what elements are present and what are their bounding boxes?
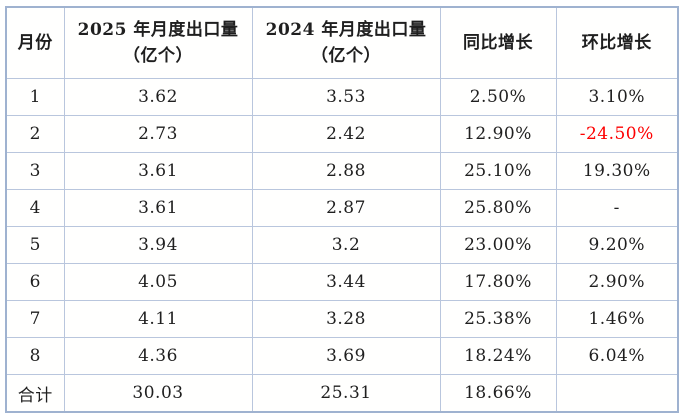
header-2024-label: 2024 年月度出口量 [265, 19, 427, 40]
monthly-export-table: 月份 2025 年月度出口量 （亿个） 2024 年月度出口量 （亿个） 同比增… [5, 6, 679, 413]
cell-2025-volume: 4.05 [63, 263, 253, 301]
header-2025-unit: （亿个） [123, 46, 193, 66]
table-row: 7 4.11 3.28 25.38% 1.46% [5, 300, 679, 338]
table-row: 8 4.36 3.69 18.24% 6.04% [5, 337, 679, 375]
cell-month: 8 [5, 337, 65, 375]
cell-2024-volume: 3.69 [251, 337, 441, 375]
cell-yoy-growth: 17.80% [439, 263, 557, 301]
cell-month: 7 [5, 300, 65, 338]
cell-2024-volume: 2.87 [251, 189, 441, 227]
table-row: 1 3.62 3.53 2.50% 3.10% [5, 78, 679, 116]
cell-2025-volume: 3.94 [63, 226, 253, 264]
cell-mom-growth: 19.30% [555, 152, 679, 190]
table-row: 2 2.73 2.42 12.90% -24.50% [5, 115, 679, 153]
table-row: 3 3.61 2.88 25.10% 19.30% [5, 152, 679, 190]
header-2024-unit: （亿个） [311, 46, 381, 66]
cell-2024-volume: 2.42 [251, 115, 441, 153]
total-row: 合计 30.03 25.31 18.66% [5, 374, 679, 413]
header-month-label: 月份 [17, 32, 53, 53]
cell-mom-growth: -24.50% [555, 115, 679, 153]
cell-2024-volume: 2.88 [251, 152, 441, 190]
cell-mom-growth: 6.04% [555, 337, 679, 375]
cell-2025-volume: 3.62 [63, 78, 253, 116]
header-mom-label: 环比增长 [581, 32, 652, 53]
header-yoy-growth: 同比增长 [439, 6, 557, 79]
header-2025-label: 2025 年月度出口量 [77, 19, 239, 40]
header-mom-growth: 环比增长 [555, 6, 679, 79]
cell-month: 4 [5, 189, 65, 227]
cell-mom-growth: 1.46% [555, 300, 679, 338]
cell-month: 6 [5, 263, 65, 301]
cell-month: 3 [5, 152, 65, 190]
header-2024-volume: 2024 年月度出口量 （亿个） [251, 6, 441, 79]
header-yoy-label: 同比增长 [463, 32, 533, 53]
table-header: 月份 2025 年月度出口量 （亿个） 2024 年月度出口量 （亿个） 同比增… [5, 6, 679, 79]
cell-yoy-growth: 2.50% [439, 78, 557, 116]
cell-yoy-growth: 25.80% [439, 189, 557, 227]
cell-2025-volume: 4.11 [63, 300, 253, 338]
cell-2024-volume: 3.2 [251, 226, 441, 264]
cell-2025-volume: 3.61 [63, 152, 253, 190]
cell-yoy-growth: 25.38% [439, 300, 557, 338]
cell-mom-growth: 3.10% [555, 78, 679, 116]
table-row: 4 3.61 2.87 25.80% - [5, 189, 679, 227]
cell-2025-volume: 2.73 [63, 115, 253, 153]
cell-month: 2 [5, 115, 65, 153]
cell-mom-growth: 2.90% [555, 263, 679, 301]
table-row: 6 4.05 3.44 17.80% 2.90% [5, 263, 679, 301]
cell-2025-volume: 30.03 [63, 374, 253, 413]
cell-yoy-growth: 25.10% [439, 152, 557, 190]
table-body: 1 3.62 3.53 2.50% 3.10% 2 2.73 2.42 12.90% -24.50… [5, 78, 679, 413]
table-row: 5 3.94 3.2 23.00% 9.20% [5, 226, 679, 264]
cell-2025-volume: 4.36 [63, 337, 253, 375]
cell-2024-volume: 3.28 [251, 300, 441, 338]
cell-month: 合计 [5, 374, 65, 413]
cell-2025-volume: 3.61 [63, 189, 253, 227]
header-month: 月份 [5, 6, 65, 79]
cell-yoy-growth: 12.90% [439, 115, 557, 153]
cell-2024-volume: 3.53 [251, 78, 441, 116]
header-row: 月份 2025 年月度出口量 （亿个） 2024 年月度出口量 （亿个） 同比增… [5, 6, 679, 79]
cell-2024-volume: 25.31 [251, 374, 441, 413]
cell-2024-volume: 3.44 [251, 263, 441, 301]
cell-mom-growth [555, 374, 679, 413]
cell-yoy-growth: 18.66% [439, 374, 557, 413]
cell-mom-growth: - [555, 189, 679, 227]
cell-mom-growth: 9.20% [555, 226, 679, 264]
header-2025-volume: 2025 年月度出口量 （亿个） [63, 6, 253, 79]
cell-month: 1 [5, 78, 65, 116]
cell-yoy-growth: 23.00% [439, 226, 557, 264]
cell-yoy-growth: 18.24% [439, 337, 557, 375]
cell-month: 5 [5, 226, 65, 264]
